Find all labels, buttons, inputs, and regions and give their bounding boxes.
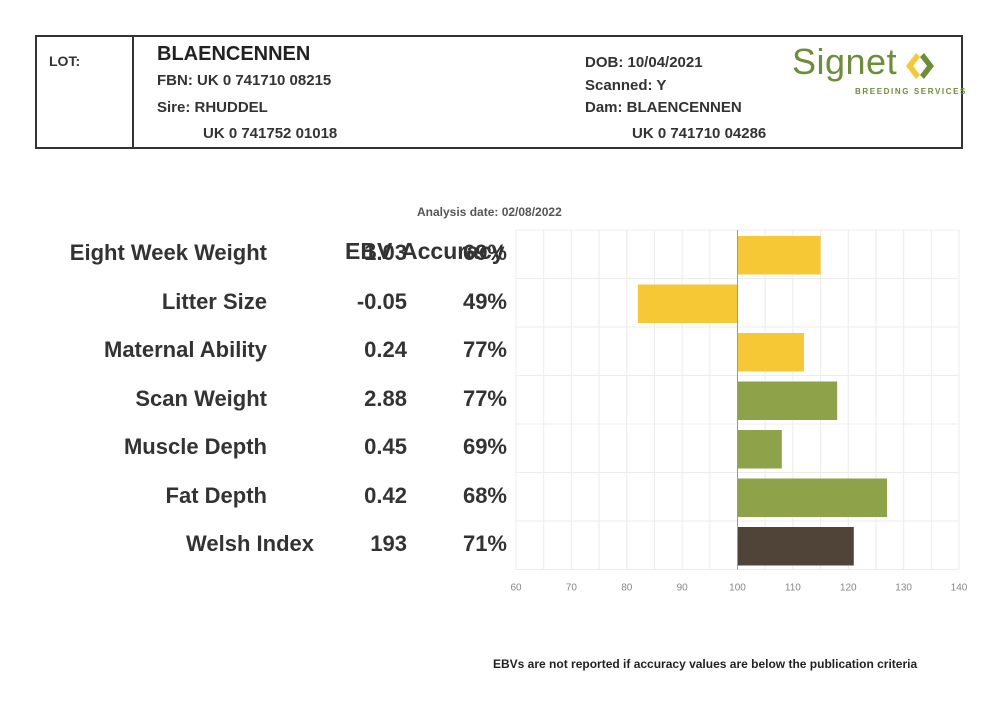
accuracy-value: 71% <box>462 531 507 556</box>
bar-maternal-ability <box>737 333 804 372</box>
ebv-column-header: EBV <box>345 238 393 264</box>
x-tick-label: 120 <box>840 583 857 594</box>
accuracy-value: 77% <box>462 337 507 362</box>
accuracy-value: 69% <box>462 240 507 265</box>
accuracy-value: 68% <box>462 482 507 508</box>
trait-label: Eight Week Weight <box>69 240 267 265</box>
trait-label: Litter Size <box>161 288 267 314</box>
ebv-value: -0.05 <box>356 288 407 314</box>
trait-label: Fat Depth <box>165 482 267 508</box>
trait-label: Welsh Index <box>186 531 314 556</box>
sire-id-text: UK 0 741752 01018 <box>203 125 338 142</box>
ebv-bar-chart: 60 70 80 90 100 110 120 130 140 <box>510 229 968 594</box>
accuracy-value: 49% <box>462 288 507 314</box>
ebv-value: 0.45 <box>364 434 407 459</box>
dam-text: Dam: BLAENCENNEN <box>585 99 742 116</box>
x-tick-label: 130 <box>895 583 912 594</box>
bar-scan-weight <box>737 381 838 420</box>
x-tick-label: 60 <box>510 583 522 594</box>
dob-text: DOB: 10/04/2021 <box>585 54 703 71</box>
signet-logo: Signet BREEDING SERVICES <box>787 41 965 101</box>
x-tick-label: 110 <box>785 583 801 594</box>
ebv-value: 193 <box>370 531 407 556</box>
x-tick-label: 90 <box>677 583 689 594</box>
x-tick-label: 80 <box>621 583 633 594</box>
sire-text: Sire: RHUDDEL <box>157 99 268 116</box>
dam-id-text: UK 0 741710 04286 <box>632 125 767 142</box>
animal-info-box: LOT: BLAENCENNEN FBN: UK 0 741710 08215 … <box>35 35 965 149</box>
signet-chevrons-icon <box>906 53 934 79</box>
x-tick-label: 70 <box>566 583 578 594</box>
logo-subtitle: BREEDING SERVICES <box>855 87 967 96</box>
animal-name: BLAENCENNEN <box>157 43 311 65</box>
bar-muscle-depth <box>737 430 782 469</box>
trait-label: Muscle Depth <box>123 434 267 459</box>
bar-litter-size <box>637 284 738 323</box>
lot-label: LOT: <box>49 53 81 69</box>
trait-label: Scan Weight <box>135 385 267 411</box>
scanned-text: Scanned: Y <box>585 77 667 94</box>
accuracy-column-header: Accuracy <box>401 238 505 264</box>
x-tick-label: 140 <box>951 583 968 594</box>
ebv-value: 0.42 <box>364 482 407 508</box>
fbn-text: FBN: UK 0 741710 08215 <box>157 72 332 89</box>
ebv-value: 1.03 <box>364 240 407 265</box>
accuracy-value: 77% <box>462 385 507 411</box>
bar-eight-week-weight <box>737 236 821 275</box>
ebv-value: 2.88 <box>364 385 407 411</box>
footnote: EBVs are not reported if accuracy values… <box>493 657 918 671</box>
bar-welsh-index <box>737 527 854 566</box>
ebv-value: 0.24 <box>364 337 407 362</box>
lot-divider <box>132 37 134 147</box>
bar-fat-depth <box>737 478 888 517</box>
accuracy-value: 69% <box>462 434 507 459</box>
analysis-date: Analysis date: 02/08/2022 <box>417 205 562 219</box>
logo-wordmark: Signet <box>792 41 898 82</box>
x-tick-label: 100 <box>729 583 746 594</box>
trait-label: Maternal Ability <box>104 337 267 362</box>
